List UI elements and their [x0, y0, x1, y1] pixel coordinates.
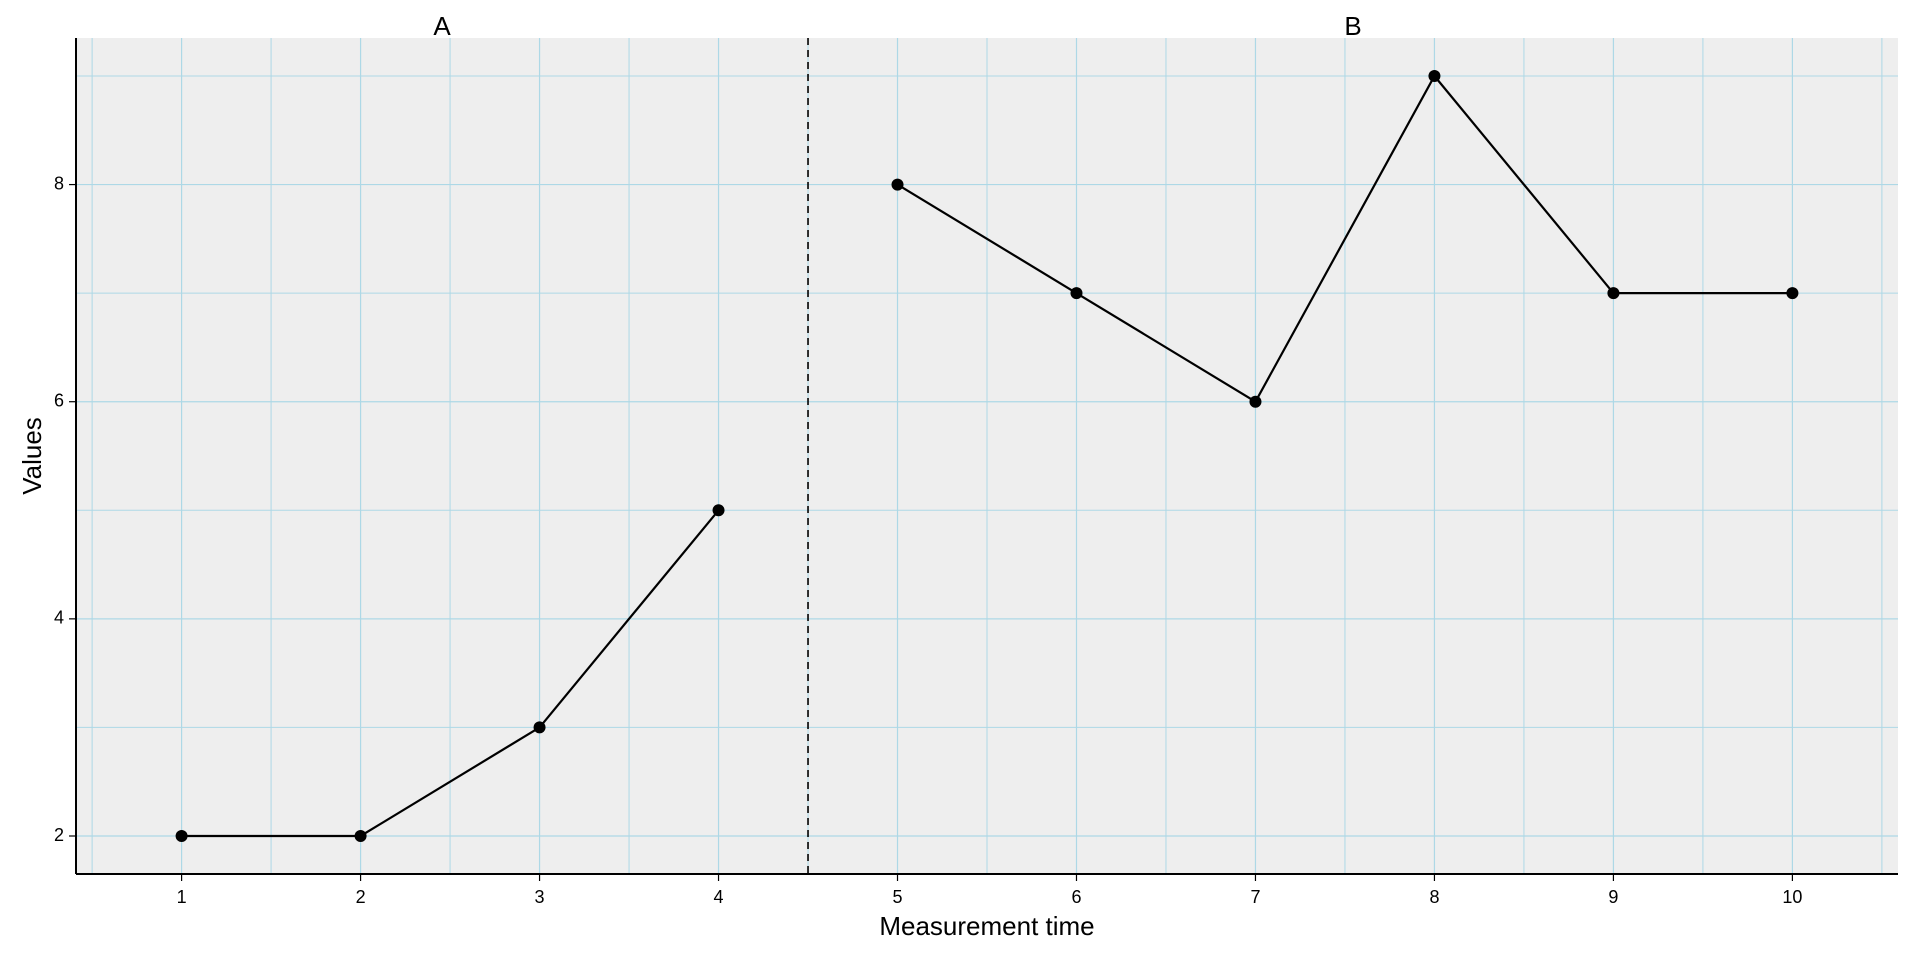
data-point [1249, 395, 1262, 408]
x-tick-label: 6 [1071, 887, 1081, 907]
data-point [533, 721, 546, 734]
series-line [896, 74, 1793, 404]
data-point [1070, 287, 1083, 300]
data-point [891, 178, 904, 191]
y-tick-label: 2 [54, 825, 64, 845]
data-point [712, 504, 725, 517]
data-point [354, 830, 367, 842]
x-tick-label: 3 [535, 887, 545, 907]
x-tick-label: 4 [714, 887, 724, 907]
data-point [1786, 287, 1799, 300]
phase-label: A [433, 11, 451, 41]
x-tick-label: 1 [177, 887, 187, 907]
data-point [175, 830, 188, 842]
data-point [1607, 287, 1620, 300]
x-axis-label: Measurement time [879, 911, 1094, 941]
data-point [1428, 70, 1441, 82]
y-tick-label: 6 [54, 390, 64, 410]
y-tick-label: 8 [54, 173, 64, 193]
series-line [181, 509, 720, 838]
y-axis-label: Values [17, 417, 47, 495]
y-tick-label: 4 [54, 608, 64, 628]
x-tick-label: 7 [1250, 887, 1260, 907]
x-tick-label: 9 [1608, 887, 1618, 907]
x-tick-label: 2 [356, 887, 366, 907]
phase-label: B [1344, 11, 1361, 41]
x-tick-label: 8 [1429, 887, 1439, 907]
x-tick-label: 10 [1782, 887, 1802, 907]
x-tick-label: 5 [893, 887, 903, 907]
